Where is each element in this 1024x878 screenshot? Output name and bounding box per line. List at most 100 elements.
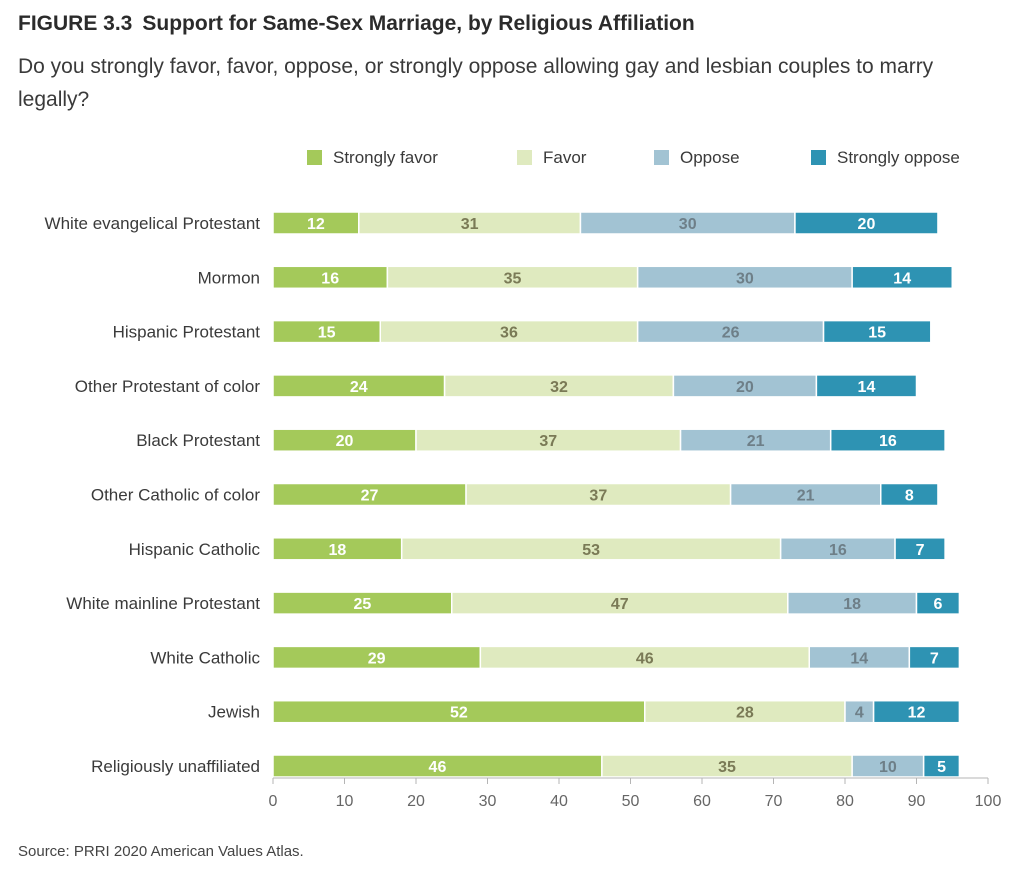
source-note: Source: PRRI 2020 American Values Atlas. <box>18 843 304 860</box>
legend-swatch-favor <box>517 150 532 165</box>
bar-row-other-protestant-of-color: 24 32 20 14 <box>272 374 918 398</box>
bar-segment-strongly-oppose <box>872 699 961 724</box>
figure-subtitle: Do you strongly favor, favor, oppose, or… <box>18 55 934 111</box>
bar-segment-strongly-oppose <box>922 754 961 778</box>
legend-item-favor: Favor <box>517 148 587 167</box>
data-label-strongly-favor: 24 <box>350 379 368 396</box>
bar-segment-strongly-oppose <box>880 482 939 507</box>
x-tick-label: 30 <box>479 793 497 810</box>
x-tick-label: 70 <box>765 793 783 810</box>
data-label-oppose: 20 <box>736 379 754 396</box>
category-label: Hispanic Catholic <box>129 540 261 559</box>
category-label: Black Protestant <box>136 431 260 450</box>
legend: Strongly favor Favor Oppose Strongly oppose <box>307 148 960 167</box>
x-tick-label: 0 <box>269 793 278 810</box>
data-label-strongly-favor: 27 <box>361 488 379 505</box>
category-label: Mormon <box>198 268 260 287</box>
legend-label-favor: Favor <box>543 148 587 167</box>
figure-title-text: Support for Same-Sex Marriage, by Religi… <box>142 12 695 35</box>
data-label-oppose: 21 <box>797 488 815 505</box>
category-label: White mainline Protestant <box>66 594 260 613</box>
bar-row-other-catholic-of-color: 27 37 21 8 <box>272 482 939 507</box>
data-label-favor: 47 <box>611 596 629 613</box>
category-label: White evangelical Protestant <box>45 214 261 233</box>
data-label-strongly-oppose: 20 <box>858 216 876 233</box>
data-label-favor: 37 <box>539 433 557 450</box>
bar-row-mormon: 16 35 30 14 <box>272 265 954 290</box>
data-label-strongly-oppose: 8 <box>905 488 914 505</box>
legend-swatch-strongly-oppose <box>811 150 826 165</box>
data-label-strongly-favor: 20 <box>336 433 354 450</box>
data-label-oppose: 14 <box>850 650 868 667</box>
data-label-favor: 36 <box>500 325 518 342</box>
x-tick-label: 60 <box>693 793 711 810</box>
data-label-oppose: 16 <box>829 542 847 559</box>
data-label-favor: 31 <box>461 216 479 233</box>
data-label-oppose: 26 <box>722 325 740 342</box>
data-label-strongly-favor: 18 <box>328 542 346 559</box>
bar-row-hispanic-catholic: 18 53 16 7 <box>272 537 946 561</box>
data-label-favor: 35 <box>504 270 522 287</box>
data-label-favor: 53 <box>582 542 600 559</box>
x-tick-label: 80 <box>836 793 854 810</box>
legend-label-strongly-favor: Strongly favor <box>333 148 438 167</box>
data-label-strongly-oppose: 6 <box>933 596 942 613</box>
data-label-strongly-favor: 16 <box>321 270 339 287</box>
data-label-favor: 35 <box>718 759 736 776</box>
legend-item-strongly-oppose: Strongly oppose <box>811 148 960 167</box>
data-label-strongly-oppose: 7 <box>916 542 925 559</box>
legend-item-strongly-favor: Strongly favor <box>307 148 438 167</box>
bar-segment-strongly-oppose <box>851 265 954 290</box>
x-tick-label: 90 <box>908 793 926 810</box>
data-label-strongly-favor: 12 <box>307 216 325 233</box>
x-tick-label: 10 <box>336 793 354 810</box>
bar-row-white-evangelical-protestant: 12 31 30 20 <box>272 211 939 235</box>
figure-number: FIGURE 3.3 <box>18 12 133 35</box>
data-label-favor: 37 <box>589 488 607 505</box>
data-label-strongly-favor: 52 <box>450 705 468 722</box>
x-tick-label: 40 <box>550 793 568 810</box>
legend-swatch-oppose <box>654 150 669 165</box>
data-label-favor: 46 <box>636 650 654 667</box>
bars: 12 31 30 20 16 35 30 14 15 36 26 15 24 32 20 14 20 37 21 16… <box>272 211 961 778</box>
category-label: Jewish <box>208 703 260 722</box>
bar-segment-strongly-oppose <box>829 428 946 452</box>
bar-row-white-catholic: 29 46 14 7 <box>272 645 961 670</box>
x-axis: 0 10 20 30 40 50 60 70 80 90 100 <box>269 777 1002 810</box>
data-label-oppose: 30 <box>679 216 697 233</box>
legend-swatch-strongly-favor <box>307 150 322 165</box>
category-label: Hispanic Protestant <box>113 323 261 342</box>
legend-item-oppose: Oppose <box>654 148 740 167</box>
data-label-oppose: 30 <box>736 270 754 287</box>
category-label: Other Catholic of color <box>91 486 260 505</box>
data-label-favor: 28 <box>736 705 754 722</box>
data-label-strongly-favor: 15 <box>318 325 336 342</box>
data-label-oppose: 21 <box>747 433 765 450</box>
bar-row-jewish: 52 28 4 12 <box>272 699 961 724</box>
bar-segment-strongly-oppose <box>894 537 946 561</box>
category-label: Religiously unaffiliated <box>91 757 260 776</box>
data-label-strongly-oppose: 5 <box>937 759 946 776</box>
data-label-strongly-favor: 46 <box>429 759 447 776</box>
data-label-oppose: 18 <box>843 596 861 613</box>
legend-label-strongly-oppose: Strongly oppose <box>837 148 960 167</box>
category-label: White Catholic <box>150 648 260 667</box>
bar-row-black-protestant: 20 37 21 16 <box>272 428 946 452</box>
data-label-oppose: 10 <box>879 759 897 776</box>
category-label: Other Protestant of color <box>75 377 261 396</box>
data-label-strongly-oppose: 14 <box>858 379 876 396</box>
bar-segment-strongly-oppose <box>815 374 918 398</box>
figure-title: FIGURE 3.3 Support for Same-Sex Marriage,… <box>18 12 695 36</box>
bar-row-religiously-unaffiliated: 46 35 10 5 <box>272 754 961 778</box>
category-labels: White evangelical Protestant Mormon Hispan… <box>45 214 261 776</box>
bar-segment-strongly-oppose <box>915 591 961 615</box>
bar-segment-strongly-oppose <box>908 645 961 670</box>
bar-segment-strongly-oppose <box>794 211 939 235</box>
data-label-oppose: 4 <box>855 705 864 722</box>
x-tick-label: 100 <box>975 793 1002 810</box>
x-tick-label: 20 <box>407 793 425 810</box>
bar-segment-strongly-oppose <box>822 319 932 344</box>
data-label-strongly-favor: 25 <box>353 596 371 613</box>
data-label-strongly-oppose: 14 <box>893 270 911 287</box>
